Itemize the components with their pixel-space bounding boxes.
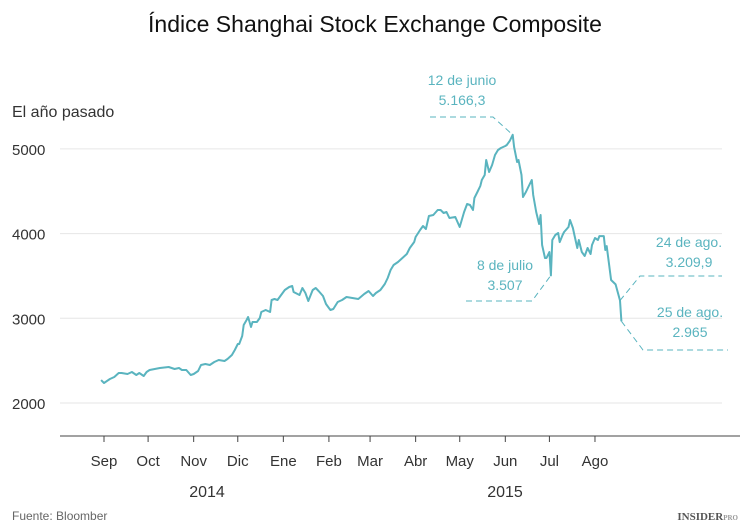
- annotation-date: 8 de julio: [477, 257, 533, 273]
- chart-title: Índice Shanghai Stock Exchange Composite: [148, 11, 602, 37]
- y-axis-label: El año pasado: [12, 104, 114, 121]
- source-note: Fuente: Bloomber: [12, 509, 107, 523]
- annotation-value: 2.965: [672, 324, 707, 340]
- annotation-value: 5.166,3: [439, 92, 486, 108]
- annotation-value: 3.209,9: [666, 254, 713, 270]
- y-tick-label: 3000: [12, 311, 45, 328]
- x-tick-label: Ene: [270, 453, 297, 470]
- x-tick-label: Jun: [493, 453, 517, 470]
- annotation-date: 25 de ago.: [657, 304, 723, 320]
- x-tick-label: Dic: [227, 453, 249, 470]
- annotation-value: 3.507: [487, 277, 522, 293]
- x-tick-label: Jul: [540, 453, 559, 470]
- annotation-date: 24 de ago.: [656, 234, 722, 250]
- annotation-leader: [466, 275, 552, 302]
- index-line: [100, 133, 623, 384]
- x-tick-label: May: [446, 453, 475, 470]
- annotation-leader: [621, 320, 728, 351]
- x-tick-label: Abr: [404, 453, 427, 470]
- x-tick-label: Sep: [91, 453, 118, 470]
- annotation-date: 12 de junio: [428, 72, 497, 88]
- insider-pro-logo: INSIDERPRO: [677, 511, 738, 523]
- y-tick-label: 2000: [12, 396, 45, 413]
- x-tick-label: Nov: [180, 453, 207, 470]
- year-label-2015: 2015: [487, 484, 523, 501]
- y-tick-label: 5000: [12, 142, 45, 159]
- x-tick-label: Feb: [316, 453, 342, 470]
- x-tick-label: Mar: [357, 453, 383, 470]
- x-tick-label: Ago: [582, 453, 609, 470]
- y-tick-label: 4000: [12, 227, 45, 244]
- x-tick-label: Oct: [136, 453, 160, 470]
- year-label-2014: 2014: [189, 484, 225, 501]
- annotation-leader: [430, 116, 513, 136]
- annotation-leader: [619, 275, 722, 301]
